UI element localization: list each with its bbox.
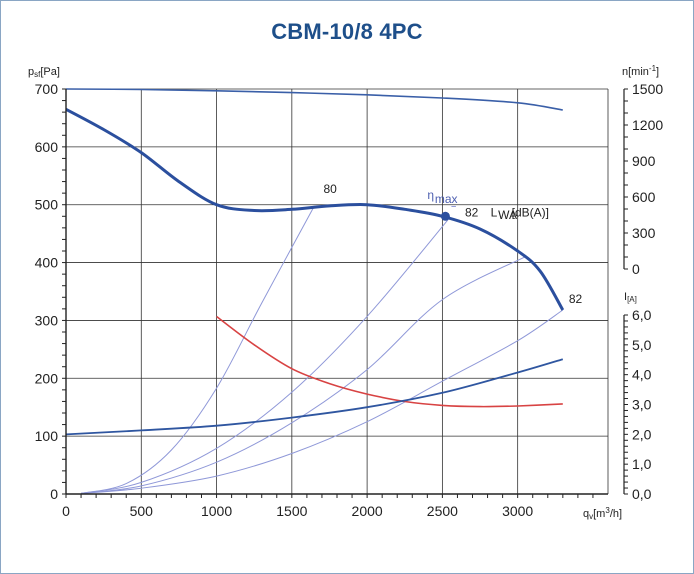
- current-tick-label: 0,0: [632, 486, 652, 502]
- annotation-label: L: [491, 205, 498, 219]
- x-axis-label: qv[m3/h]: [583, 506, 622, 521]
- rpm-tick-label: 300: [632, 225, 656, 241]
- current-tick-label: 5,0: [632, 337, 652, 353]
- y-tick-label: 600: [35, 139, 59, 155]
- system-curve-4: [81, 309, 564, 494]
- axes: [62, 88, 628, 498]
- chart-title: CBM-10/8 4PC: [271, 19, 423, 44]
- tick-labels: 0 500 1000 1500 2000 2500 30000100200300400500…: [35, 81, 664, 519]
- current-tick-label: 2,0: [632, 426, 652, 442]
- y-tick-label: 0: [50, 486, 58, 502]
- current-tick-label: 4,0: [632, 367, 652, 383]
- pressure-curve: [65, 107, 565, 311]
- rpm-tick-label: 1200: [632, 117, 663, 133]
- y-axis-label: psf[Pa]: [28, 66, 60, 79]
- current-tick-label: 6,0: [632, 307, 652, 323]
- annotation-label: [dB(A)]: [512, 205, 549, 219]
- x-tick-label: 1000: [201, 503, 232, 519]
- x-tick-label: 1500: [276, 503, 307, 519]
- power-curve: [65, 358, 564, 436]
- rpm-tick-label: 0: [632, 261, 640, 277]
- rpm-curve: [65, 88, 563, 111]
- y-tick-label: 500: [35, 197, 59, 213]
- annotation-label: 82: [465, 205, 479, 219]
- current-tick-label: 3,0: [632, 397, 652, 413]
- y-tick-label: 300: [35, 312, 59, 328]
- curve-annotations: 80 η max 82 L WA[dB(A)] 82: [323, 182, 582, 306]
- x-tick-label: 2000: [352, 503, 383, 519]
- system-curve-3: [81, 256, 526, 494]
- current-axis-label: I[A]: [624, 291, 637, 304]
- rpm-tick-label: 600: [632, 189, 656, 205]
- annotation-label: WA: [498, 208, 517, 222]
- x-tick-label: 2500: [427, 503, 458, 519]
- x-tick-label: 0: [62, 503, 70, 519]
- current-tick-label: 1,0: [632, 456, 652, 472]
- annotation-label: η: [427, 188, 434, 202]
- y-tick-label: 400: [35, 255, 59, 271]
- eta-max-point: [440, 211, 450, 221]
- current-curve: [216, 315, 563, 408]
- annotation-label: 80: [323, 182, 337, 196]
- y-tick-label: 700: [35, 81, 59, 97]
- axis-labels: psf[Pa] n[min-1] I[A] qv[m3/h]: [28, 64, 659, 521]
- curves: [65, 88, 565, 494]
- rpm-axis-label: n[min-1]: [622, 64, 659, 78]
- rpm-tick-label: 900: [632, 153, 656, 169]
- system-curve-1: [80, 205, 315, 494]
- x-tick-label: 3000: [502, 503, 533, 519]
- annotation-label: 82: [569, 292, 583, 306]
- y-tick-label: 100: [35, 428, 59, 444]
- grid-lines: [65, 88, 609, 495]
- rpm-tick-label: 1500: [632, 81, 663, 97]
- x-tick-label: 500: [130, 503, 154, 519]
- annotation-label: max: [435, 192, 458, 206]
- system-curve-2: [81, 217, 451, 494]
- y-tick-label: 200: [35, 370, 59, 386]
